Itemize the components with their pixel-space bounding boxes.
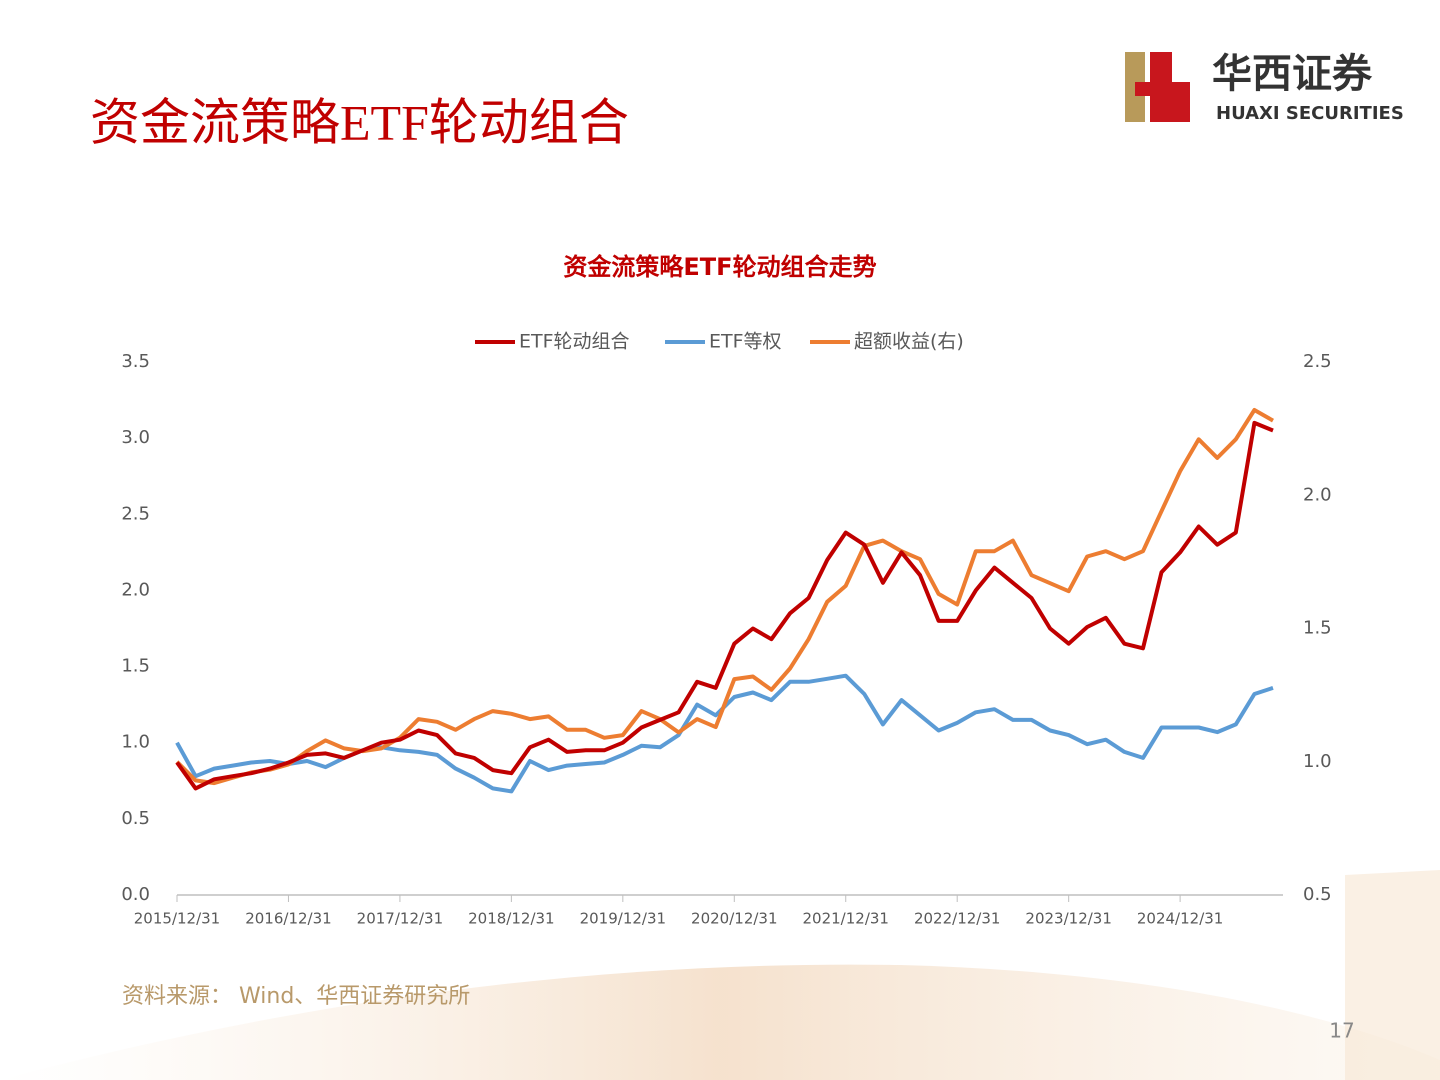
- y2-tick-label: 0.5: [1303, 884, 1332, 905]
- page-number: 17: [1329, 1019, 1354, 1043]
- logo-en: HUAXI SECURITIES: [1216, 103, 1404, 124]
- series-line: [175, 420, 1274, 791]
- source: 资料来源： Wind、华西证券研究所: [122, 984, 470, 1009]
- x-tick-label: 2023/12/31: [1025, 910, 1111, 928]
- y-tick-label: 0.5: [121, 808, 150, 829]
- x-tick-label: 2019/12/31: [580, 910, 666, 928]
- slide-title: 资金流策略ETF轮动组合: [90, 94, 629, 150]
- legend-label: 超额收益(右): [854, 331, 964, 353]
- logo-cn: 华西证券: [1212, 51, 1373, 97]
- y2-tick-label: 2.0: [1303, 484, 1332, 505]
- x-tick-label: 2024/12/31: [1137, 910, 1223, 928]
- y-tick-label: 2.0: [121, 579, 150, 600]
- x-tick-label: 2017/12/31: [357, 910, 443, 928]
- x-tick-label: 2020/12/31: [691, 910, 777, 928]
- x-tick-label: 2022/12/31: [914, 910, 1000, 928]
- y2-tick-label: 1.5: [1303, 618, 1332, 639]
- x-tick-label: 2016/12/31: [245, 910, 331, 928]
- series-line: [175, 408, 1274, 786]
- chart-title: 资金流策略ETF轮动组合走势: [563, 253, 876, 281]
- y2-tick-label: 2.5: [1303, 351, 1332, 372]
- x-tick-label: 2018/12/31: [468, 910, 554, 928]
- y-tick-label: 3.0: [121, 427, 150, 448]
- y-tick-label: 1.5: [121, 656, 150, 677]
- x-tick-label: 2015/12/31: [134, 910, 220, 928]
- legend-label: ETF轮动组合: [519, 331, 630, 353]
- y-tick-label: 3.5: [121, 351, 150, 372]
- series-line: [175, 673, 1274, 794]
- y2-tick-label: 1.0: [1303, 751, 1332, 772]
- x-tick-label: 2021/12/31: [803, 910, 889, 928]
- legend-label: ETF等权: [709, 331, 782, 353]
- y-tick-label: 0.0: [121, 884, 150, 905]
- logo: 华西证券 HUAXI SECURITIES: [1125, 51, 1404, 124]
- y-tick-label: 1.0: [121, 732, 150, 753]
- decoration: [0, 870, 1440, 1080]
- y-tick-label: 2.5: [121, 503, 150, 524]
